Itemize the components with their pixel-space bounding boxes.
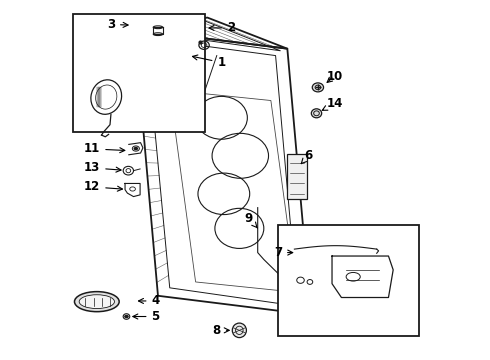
Ellipse shape [312, 83, 323, 92]
Circle shape [133, 147, 138, 150]
Ellipse shape [74, 292, 119, 312]
Ellipse shape [232, 323, 246, 338]
Text: 12: 12 [84, 180, 122, 193]
Text: 14: 14 [322, 98, 343, 111]
Ellipse shape [79, 295, 115, 309]
Ellipse shape [311, 109, 321, 118]
FancyBboxPatch shape [278, 225, 419, 336]
FancyBboxPatch shape [287, 154, 307, 199]
Text: 1: 1 [193, 55, 225, 69]
Text: 2: 2 [209, 22, 235, 35]
Ellipse shape [166, 40, 188, 64]
Text: 7: 7 [274, 246, 293, 259]
Text: 8: 8 [213, 324, 229, 337]
Text: 6: 6 [301, 149, 313, 164]
Text: 11: 11 [84, 143, 125, 156]
FancyBboxPatch shape [287, 242, 381, 261]
Text: 9: 9 [245, 212, 258, 228]
Circle shape [124, 315, 129, 318]
Text: 5: 5 [133, 310, 160, 323]
Text: 3: 3 [107, 18, 128, 31]
Text: 10: 10 [326, 70, 343, 83]
FancyBboxPatch shape [74, 14, 205, 132]
Text: 4: 4 [139, 294, 160, 307]
Text: 13: 13 [84, 161, 121, 174]
